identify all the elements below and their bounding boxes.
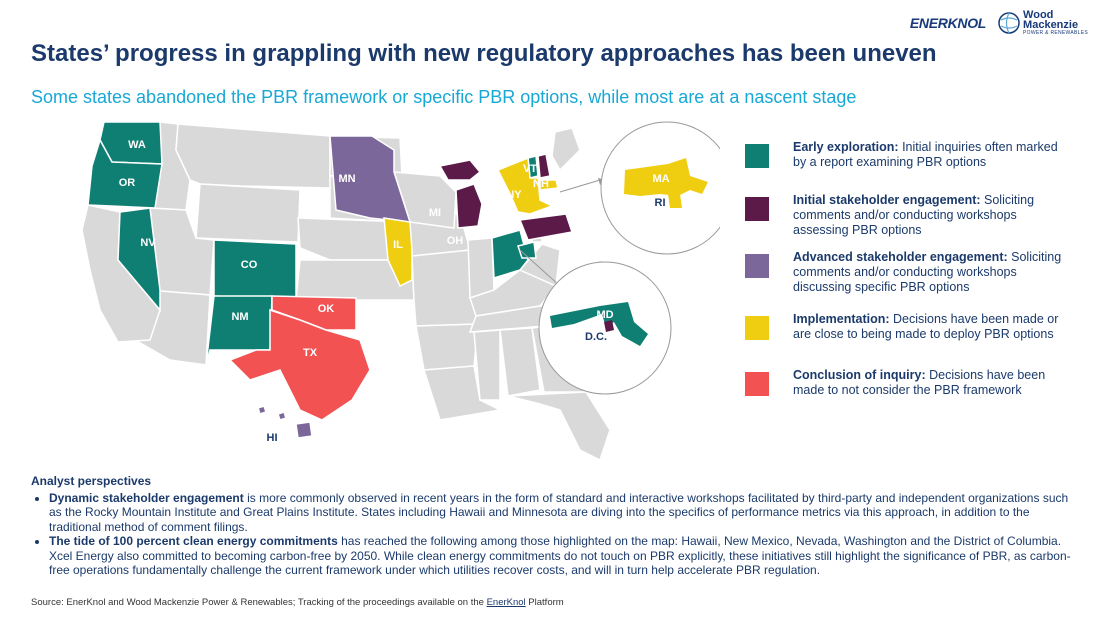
- legend-label-initial: Initial stakeholder engagement:: [793, 193, 981, 207]
- legend-swatch-implementation: [745, 316, 769, 340]
- label-ok: OK: [318, 303, 335, 315]
- state-oh: [491, 229, 529, 280]
- inset-connector-2: [519, 249, 561, 287]
- logo-bar: ENERKNOL Wood Mackenzie POWER & RENEWABL…: [909, 10, 1088, 37]
- wood-mackenzie-logo: Wood Mackenzie POWER & RENEWABLES: [998, 10, 1088, 36]
- legend-desc-advanced: Soliciting comments and/or conducting wo…: [793, 250, 1062, 294]
- state-me: [551, 127, 581, 172]
- label-pa: PA: [490, 219, 505, 231]
- label-co: CO: [241, 259, 258, 271]
- label-nm: NM: [231, 311, 248, 323]
- inset-state-ri: [668, 194, 682, 208]
- label-wa: WA: [128, 139, 146, 151]
- us-pbr-map: WA OR NV CO NM OK TX MN MI IL OH PA NY V…: [81, 121, 720, 462]
- label-ri: RI: [655, 197, 666, 209]
- legend-label-advanced: Advanced stakeholder engagement:: [793, 250, 1008, 264]
- state-fl: [507, 391, 611, 462]
- state-la: [422, 365, 503, 421]
- analyst-bullet-lead: Dynamic stakeholder engagement: [49, 490, 244, 505]
- legend-swatch-advanced: [745, 254, 769, 278]
- state-md: [517, 241, 537, 259]
- inset-state-ma: [624, 158, 708, 196]
- legend-desc-implementation: Decisions have been made or are close to…: [793, 312, 1059, 341]
- source-prefix: Source: EnerKnol and Wood Mackenzie Powe…: [31, 597, 487, 608]
- legend-item-conclusion: Conclusion of inquiry: Decisions have be…: [745, 368, 1071, 398]
- label-mi: MI: [429, 207, 441, 219]
- state-or: [87, 138, 163, 209]
- state-nh: [537, 153, 551, 179]
- state-hi: [257, 405, 313, 439]
- label-ny: NY: [506, 189, 522, 201]
- label-nv: NV: [140, 237, 156, 249]
- analyst-bullet-text: has reached the following among those hi…: [49, 534, 1071, 577]
- state-wy: [195, 183, 301, 243]
- label-hi: HI: [267, 432, 278, 444]
- label-vt: VT: [523, 163, 537, 175]
- legend-swatch-conclusion: [745, 372, 769, 396]
- legend-swatch-early: [745, 144, 769, 168]
- label-md: MD: [596, 309, 613, 321]
- state-ar: [415, 323, 479, 371]
- inset-state-md: [550, 302, 648, 346]
- legend-label-conclusion: Conclusion of inquiry:: [793, 368, 926, 382]
- label-tx: TX: [303, 347, 318, 359]
- highlighted-states: [87, 121, 573, 439]
- label-oh: OH: [447, 235, 464, 247]
- state-ma-main: [539, 179, 559, 191]
- state-mt: [175, 123, 331, 189]
- source-link-enerknol[interactable]: EnerKnol: [486, 597, 526, 608]
- legend-item-implementation: Implementation: Decisions have been made…: [745, 312, 1071, 342]
- legend-swatch-initial: [745, 197, 769, 221]
- inset-circle-2: [538, 261, 672, 395]
- legend-label-early: Early exploration:: [793, 140, 899, 154]
- source-note: Source: EnerKnol and Wood Mackenzie Powe…: [31, 597, 564, 608]
- state-mn: [329, 135, 412, 223]
- state-nv: [117, 207, 161, 313]
- wood-mackenzie-globe-icon: [998, 12, 1020, 34]
- page-title: States’ progress in grappling with new r…: [31, 40, 937, 67]
- state-ms: [473, 329, 501, 401]
- analyst-heading: Analyst perspectives: [31, 474, 152, 488]
- wm-line2: Mackenzie: [1023, 19, 1079, 31]
- state-pa: [518, 213, 573, 241]
- analyst-bullet-lead: The tide of 100 percent clean energy com…: [49, 534, 338, 548]
- wm-line1: Wood: [1023, 9, 1054, 21]
- state-al: [499, 327, 541, 397]
- analyst-bullet: Dynamic stakeholder engagement is more c…: [49, 491, 1071, 535]
- analyst-bullet: The tide of 100 percent clean energy com…: [49, 534, 1071, 578]
- wm-line3: POWER & RENEWABLES: [1023, 30, 1088, 36]
- legend-item-early: Early exploration: Initial inquiries oft…: [745, 140, 1071, 170]
- inset-state-dc: [604, 320, 614, 332]
- new-england-inset: [559, 121, 720, 255]
- page-subtitle: Some states abandoned the PBR framework …: [31, 87, 857, 107]
- state-tx: [228, 308, 371, 421]
- analyst-bullet-text: is more commonly observed in recent year…: [49, 490, 1069, 534]
- legend-desc-early: Initial inquiries often marked by a repo…: [793, 140, 1058, 169]
- label-mn: MN: [338, 173, 355, 185]
- state-il: [383, 217, 413, 288]
- inset-connector: [559, 179, 601, 193]
- state-mi: [438, 159, 483, 229]
- label-ma: MA: [652, 173, 669, 185]
- analyst-bullet-list: Dynamic stakeholder engagement is more c…: [31, 491, 1071, 578]
- analyst-perspectives: Analyst perspectives Dynamic stakeholder…: [31, 474, 1071, 578]
- label-dc: D.C.: [585, 331, 607, 343]
- label-or: OR: [119, 177, 136, 189]
- label-nh: NH: [533, 178, 549, 190]
- label-il: IL: [393, 239, 403, 251]
- legend-item-initial: Initial stakeholder engagement: Soliciti…: [745, 193, 1071, 238]
- state-labels: WA OR NV CO NM OK TX MN MI IL OH PA NY V…: [119, 139, 670, 444]
- state-in: [467, 237, 495, 300]
- state-ny: [496, 156, 554, 215]
- source-suffix: Platform: [525, 597, 564, 608]
- legend-item-advanced: Advanced stakeholder engagement: Solicit…: [745, 250, 1071, 295]
- state-nm: [205, 295, 273, 366]
- legend-desc-initial: Soliciting comments and/or conducting wo…: [793, 193, 1035, 237]
- enerknol-logo: ENERKNOL: [909, 15, 987, 31]
- legend-desc-conclusion: Decisions have been made to not consider…: [793, 368, 1046, 397]
- mid-atlantic-inset: [519, 249, 672, 395]
- legend-label-implementation: Implementation:: [793, 312, 890, 326]
